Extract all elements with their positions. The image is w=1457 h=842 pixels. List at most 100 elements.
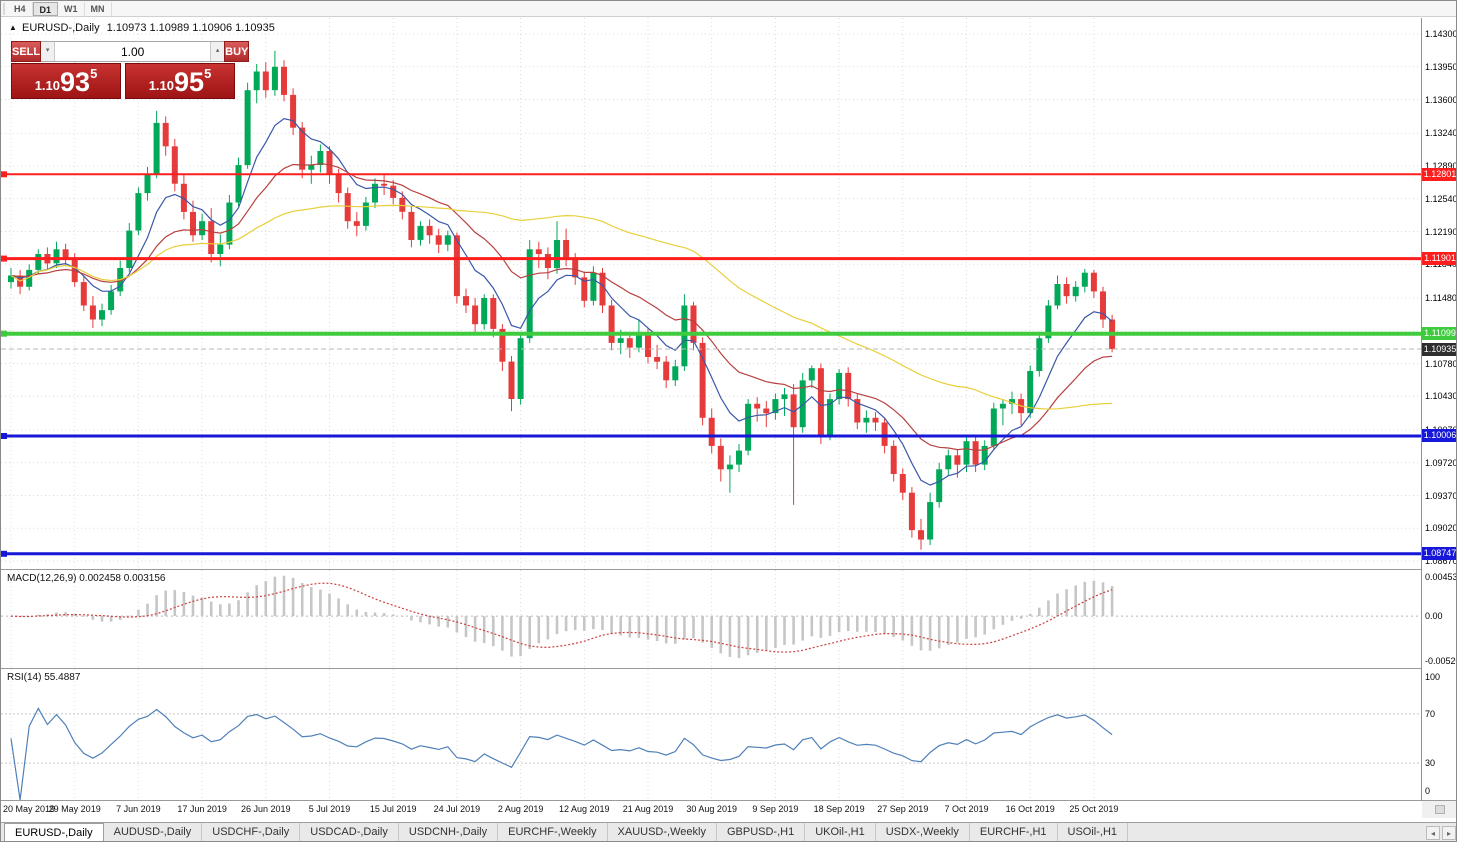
volume-input[interactable] [55,42,211,61]
candle [635,320,642,353]
candle [281,60,287,102]
candle [290,88,297,136]
chart-tab[interactable]: USOil-,H1 [1058,823,1129,841]
candle [17,269,24,295]
chart-tab[interactable]: EURCHF-,Weekly [498,823,608,841]
macd-panel[interactable]: MACD(12,26,9) 0.002458 0.003156 [1,570,1421,668]
candle [490,294,497,338]
candle [317,144,324,173]
price-chart-panel[interactable]: ▲ EURUSD-,Daily 1.10973 1.10989 1.10906 … [1,18,1421,569]
candlestick-chart[interactable] [1,18,1421,569]
candle [253,64,260,104]
candle [526,240,533,343]
level-price-tag[interactable]: 1.11901 [1422,252,1456,265]
candle [362,196,369,231]
candle [817,363,824,444]
sell-button[interactable]: SELL [11,41,42,62]
timeframe-button-d1[interactable]: D1 [32,1,59,16]
chart-tab[interactable]: GBPUSD-,H1 [717,823,806,841]
candle [308,155,315,184]
price-axis-label: 1.12540 [1425,193,1457,204]
tab-scroll-right-icon[interactable]: ▸ [1442,826,1456,840]
tab-scroll-left-icon[interactable]: ◂ [1426,826,1440,840]
candle [426,219,433,244]
rsi-indicator-chart[interactable] [1,669,1421,800]
candle [463,288,469,313]
timeframe-toolbar: H4 D1 W1 MN [1,1,1456,17]
chart-tab[interactable]: USDX-,Weekly [876,823,970,841]
buy-price-display[interactable]: 1.10 95 5 [125,63,235,99]
panel-separator[interactable] [1,668,1456,669]
candle [781,387,788,416]
candle [981,440,988,471]
chart-tab[interactable]: XAUUSD-,Weekly [608,823,717,841]
candle [444,230,451,252]
candle [1027,365,1034,418]
chart-tab[interactable]: AUDUSD-,Daily [104,823,203,841]
level-price-tag[interactable]: 1.10006 [1422,429,1457,442]
candle [62,243,69,267]
date-axis-label: 16 Oct 2019 [1005,804,1055,814]
rsi-axis-label: 30 [1425,758,1436,769]
price-axis-label: 1.10780 [1425,358,1457,369]
line-handle [1,171,7,178]
rsi-panel[interactable]: RSI(14) 55.4887 [1,669,1421,800]
buy-price-pip: 5 [204,66,212,81]
candle [827,393,833,441]
candle [35,249,42,274]
date-axis-label: 29 May 2019 [48,804,101,814]
chart-tab[interactable]: EURUSD-,Daily [4,823,104,841]
sell-price-display[interactable]: 1.10 93 5 [11,63,121,99]
macd-indicator-chart[interactable] [1,570,1421,668]
timeframe-button-w1[interactable]: W1 [58,1,85,16]
candle [190,200,196,242]
volume-decrease-button[interactable]: ▾ [41,42,56,61]
moving-averages [10,118,1113,486]
macd-label: MACD(12,26,9) 0.002458 0.003156 [7,573,166,584]
support-resistance-lines[interactable] [1,171,1421,557]
price-axis-label: 1.11480 [1425,292,1457,303]
rsi-axis-label: 70 [1425,708,1436,719]
bid-price-tag[interactable]: 1.10935 [1422,343,1457,356]
toolbar-grip [3,2,8,15]
rsi-axis-label: 100 [1425,671,1441,682]
candle [344,187,351,229]
macd-signal-line [10,582,1113,653]
buy-price-digits: 95 [174,67,205,97]
candle [563,228,570,267]
volume-increase-button[interactable]: ▴ [210,42,225,61]
panel-separator[interactable] [1,569,1456,570]
timeframe-button-mn[interactable]: MN [85,1,112,16]
chart-tab[interactable]: USDCNH-,Daily [399,823,499,841]
price-axis[interactable]: 1.14300 1.13950 1.13600 1.13240 1.12890 1.125… [1422,18,1457,800]
candle [517,333,524,405]
candle [135,187,142,236]
chart-tab[interactable]: USDCHF-,Daily [202,823,301,841]
level-price-tag[interactable]: 1.08747 [1422,547,1457,560]
timeframe-button-h4[interactable]: H4 [8,1,33,16]
buy-button[interactable]: BUY [224,41,250,62]
candle [208,208,215,263]
candle [1036,331,1043,377]
level-price-tag[interactable]: 1.11099 [1422,327,1456,340]
level-price-tag[interactable]: 1.12801 [1422,168,1457,181]
rsi-line [10,707,1113,800]
chart-tab[interactable]: EURCHF-,H1 [970,823,1058,841]
chart-tab[interactable]: UKOil-,H1 [805,823,876,841]
price-axis-label: 1.12890 [1425,161,1457,171]
date-axis-label: 27 Sep 2019 [877,804,929,814]
candle [353,211,360,237]
candle [217,234,224,267]
candle [271,50,278,96]
price-axis-label: 1.14300 [1425,29,1457,39]
chart-tab[interactable]: USDCAD-,Daily [300,823,399,841]
date-axis-label: 17 Jun 2019 [177,804,227,814]
scroll-corner-thumb [1435,805,1445,814]
candle [554,221,560,274]
panel-separator [1,800,1456,801]
time-axis[interactable]: 20 May 2019 29 May 2019 7 Jun 2019 17 Jun 2… [1,801,1421,818]
macd-axis-label: -0.00520 [1425,656,1457,666]
candle [244,82,251,169]
candle [1045,299,1052,343]
chart-symbol-label: EURUSD-,Daily [21,22,100,34]
